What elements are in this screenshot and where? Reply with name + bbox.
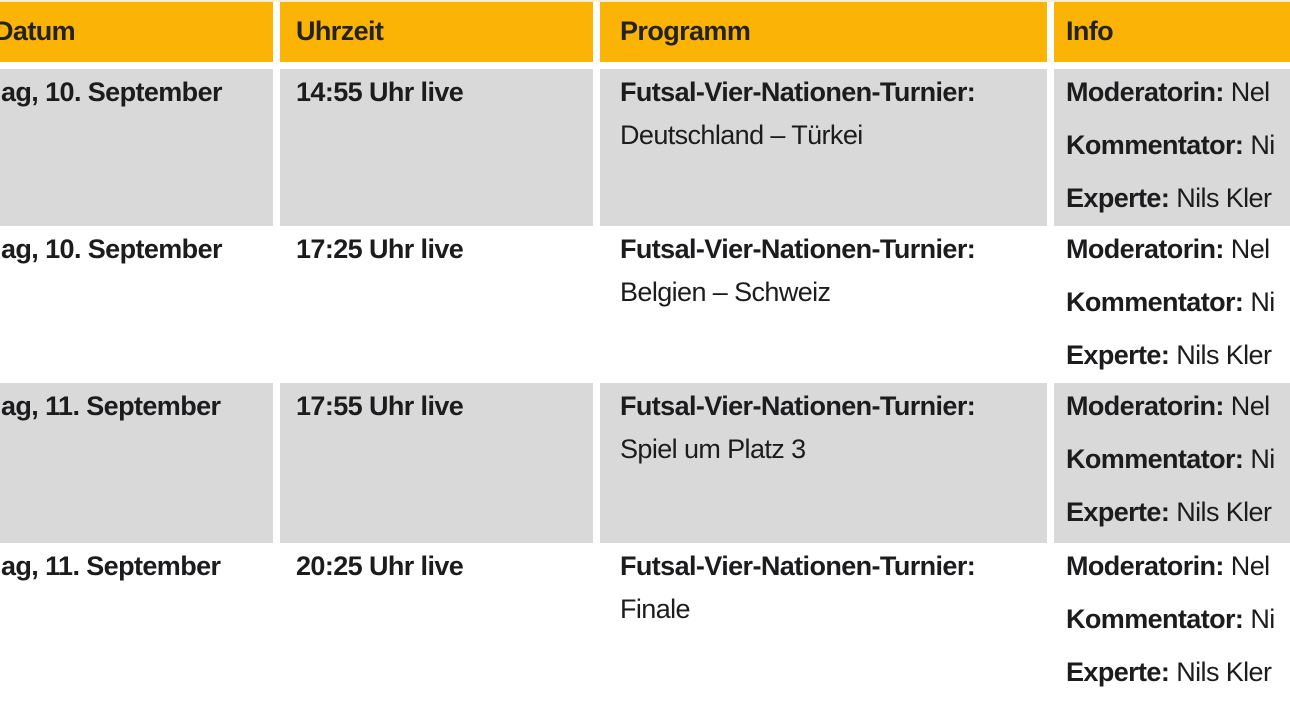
info-line: Moderatorin: Nel [1066,551,1290,581]
top-edge [0,0,1290,2]
datum-cell: ag, 11. September [0,383,273,543]
info-label: Experte: [1066,657,1170,687]
info-label: Moderatorin: [1066,77,1224,107]
info-value: Nel [1230,551,1270,581]
info-line: Kommentator: Ni [1066,444,1290,474]
datum-cell: ag, 11. September [0,543,273,726]
datum-cell: ag, 10. September [0,226,273,383]
uhrzeit-cell: 14:55 Uhr live [280,69,593,226]
programm-title: Futsal-Vier-Nationen-Turnier: [620,391,976,421]
programm-detail: Spiel um Platz 3 [620,434,806,464]
info-value: Nel [1230,77,1270,107]
programm-title: Futsal-Vier-Nationen-Turnier: [620,77,976,107]
info-value: Nils Kler [1176,183,1272,213]
info-line: Experte: Nils Kler [1066,340,1290,370]
info-line: Kommentator: Ni [1066,130,1290,160]
header-programm: Programm [600,2,1047,62]
info-label: Experte: [1066,340,1170,370]
programm-cell: Futsal-Vier-Nationen-Turnier: Deutschlan… [600,69,1047,226]
info-label: Kommentator: [1066,130,1244,160]
info-label: Moderatorin: [1066,551,1224,581]
info-value: Nils Kler [1176,497,1272,527]
info-value: Nel [1230,391,1270,421]
info-cell: Moderatorin: Nel Kommentator: Ni Experte: N… [1054,69,1290,226]
uhrzeit-cell: 17:55 Uhr live [280,383,593,543]
header-datum: Datum [0,2,273,62]
info-value: Ni [1250,444,1275,474]
info-line: Kommentator: Ni [1066,604,1290,634]
programm-cell: Futsal-Vier-Nationen-Turnier: Spiel um P… [600,383,1047,543]
info-label: Experte: [1066,183,1170,213]
uhrzeit-cell: 20:25 Uhr live [280,543,593,726]
info-label: Kommentator: [1066,287,1244,317]
info-label: Moderatorin: [1066,391,1224,421]
info-value: Nils Kler [1176,657,1272,687]
info-value: Nils Kler [1176,340,1272,370]
info-line: Experte: Nils Kler [1066,657,1290,687]
info-line: Moderatorin: Nel [1066,234,1290,264]
info-label: Kommentator: [1066,444,1244,474]
info-value: Ni [1250,287,1275,317]
info-value: Ni [1250,604,1275,634]
info-label: Experte: [1066,497,1170,527]
programm-cell: Futsal-Vier-Nationen-Turnier: Finale [600,543,1047,726]
info-line: Experte: Nils Kler [1066,183,1290,213]
datum-cell: ag, 10. September [0,69,273,226]
info-cell: Moderatorin: Nel Kommentator: Ni Experte: N… [1054,226,1290,383]
info-label: Kommentator: [1066,604,1244,634]
info-cell: Moderatorin: Nel Kommentator: Ni Experte: N… [1054,383,1290,543]
uhrzeit-cell: 17:25 Uhr live [280,226,593,383]
header-info: Info [1054,2,1290,62]
programm-title: Futsal-Vier-Nationen-Turnier: [620,234,976,264]
programm-cell: Futsal-Vier-Nationen-Turnier: Belgien – … [600,226,1047,383]
programm-detail: Deutschland – Türkei [620,120,863,150]
programm-detail: Finale [620,594,691,624]
info-value: Ni [1250,130,1275,160]
programm-detail: Belgien – Schweiz [620,277,831,307]
info-label: Moderatorin: [1066,234,1224,264]
info-line: Moderatorin: Nel [1066,77,1290,107]
info-line: Moderatorin: Nel [1066,391,1290,421]
info-line: Experte: Nils Kler [1066,497,1290,527]
info-line: Kommentator: Ni [1066,287,1290,317]
programm-title: Futsal-Vier-Nationen-Turnier: [620,551,976,581]
header-uhrzeit: Uhrzeit [280,2,593,62]
info-value: Nel [1230,234,1270,264]
info-cell: Moderatorin: Nel Kommentator: Ni Experte: N… [1054,543,1290,726]
